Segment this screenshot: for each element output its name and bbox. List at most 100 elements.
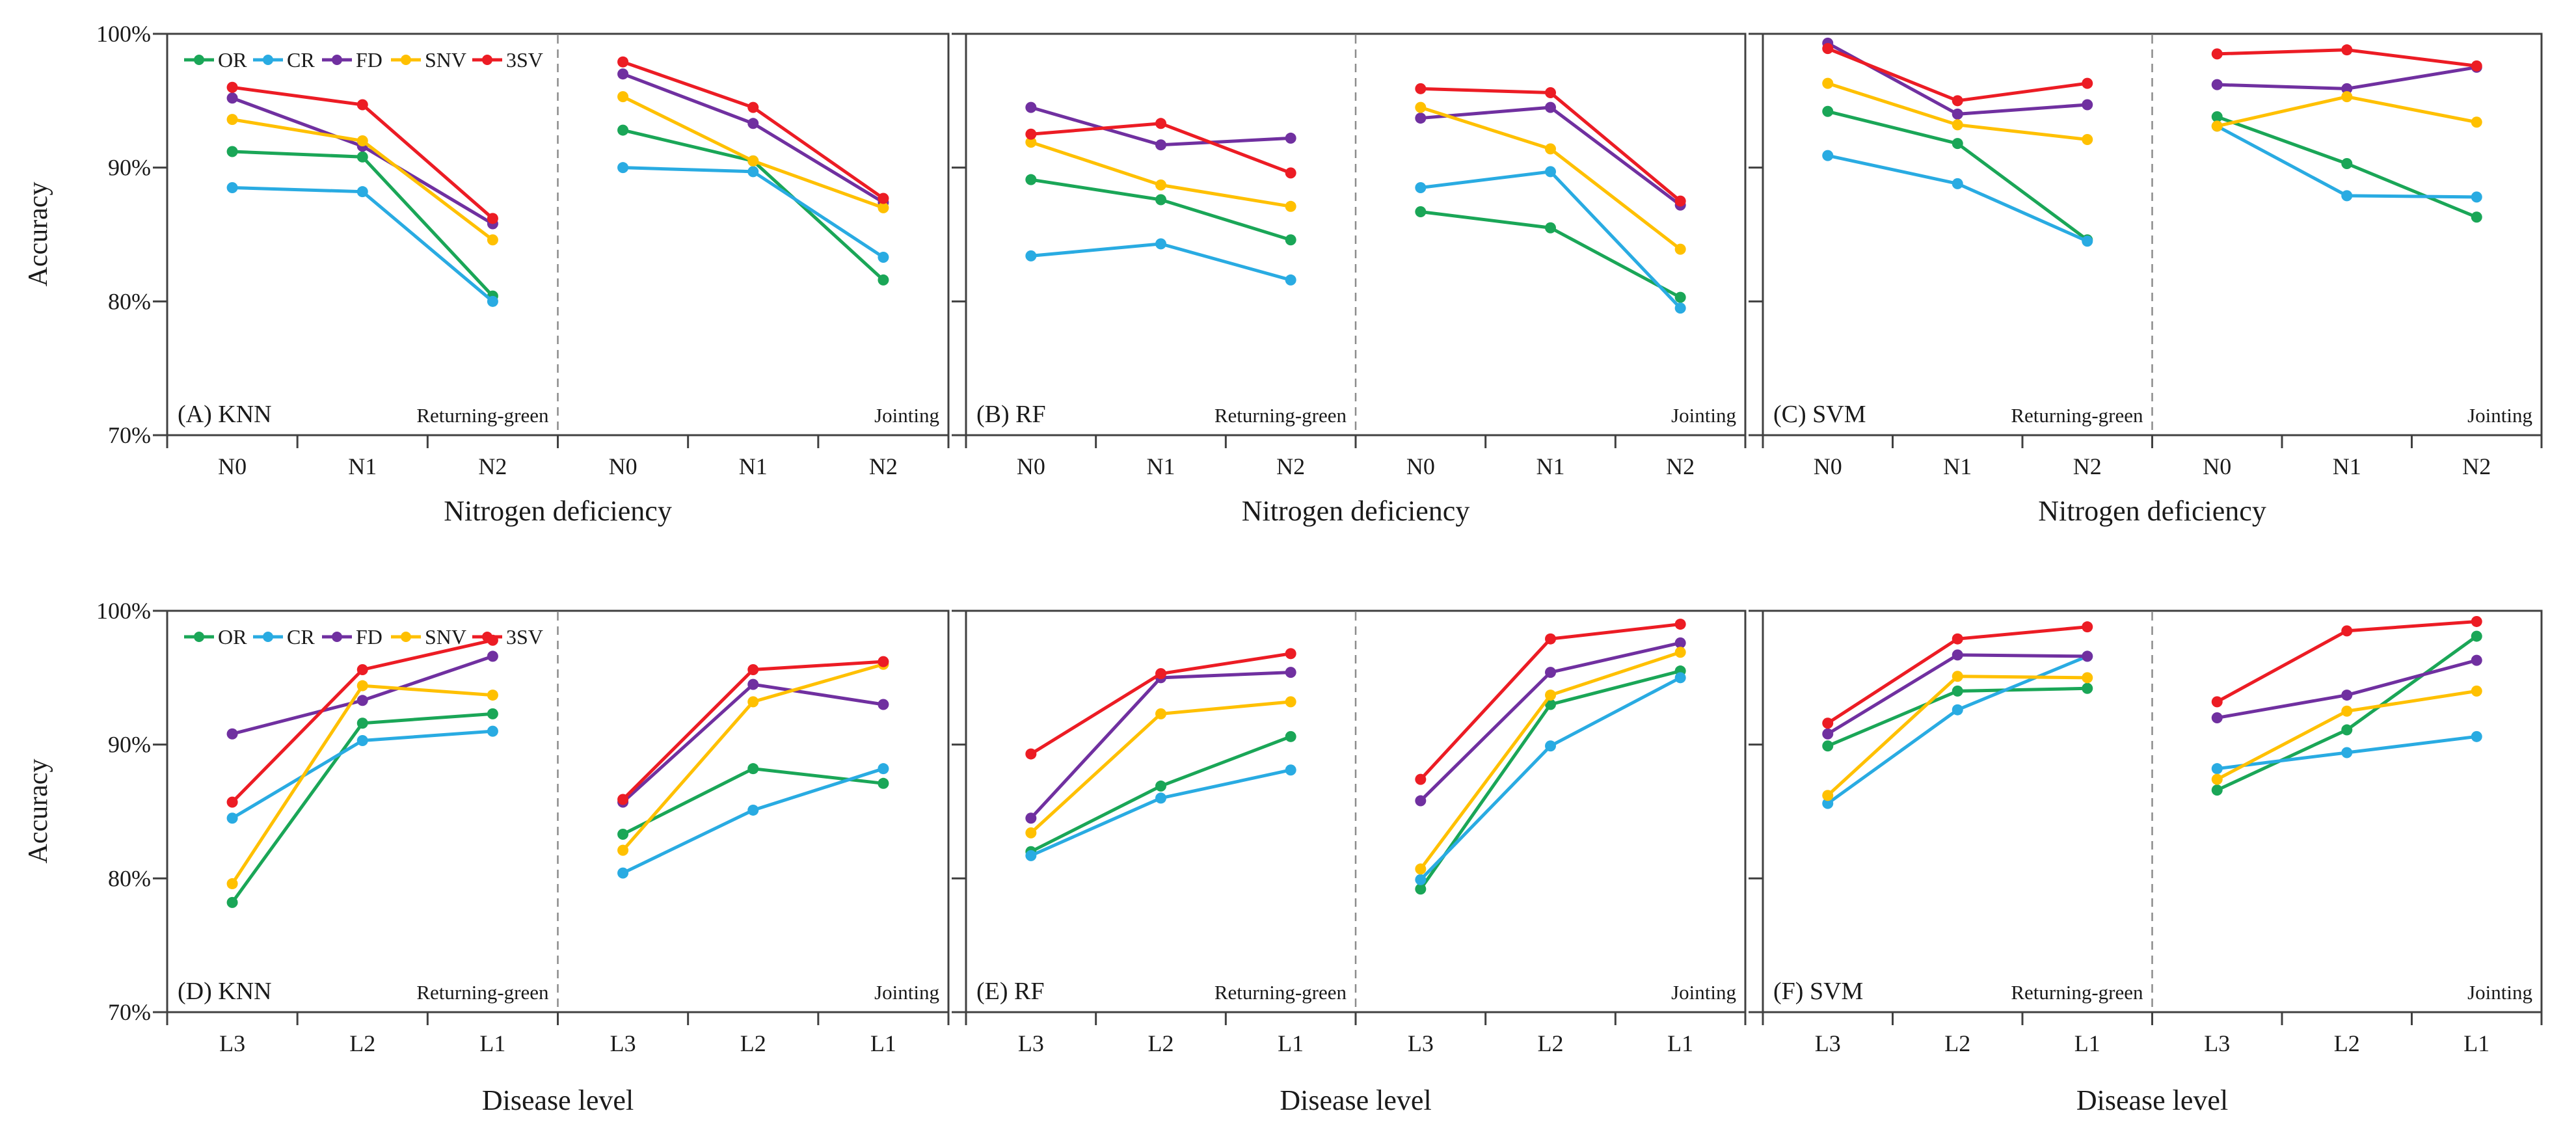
legend-item-FD: FD — [322, 48, 382, 72]
series-line-SNV-Returning-green — [1029, 700, 1293, 835]
x-category-label: N2 — [2462, 453, 2491, 479]
x-category-label: N1 — [1536, 453, 1565, 479]
data-point-FD-L3 — [1822, 728, 1834, 740]
data-point-CR-L1 — [1285, 764, 1296, 776]
x-category-label: N2 — [1276, 453, 1305, 479]
data-point-SNV-N1 — [1952, 119, 1963, 131]
series-line-CR-Jointing — [621, 767, 885, 875]
stage-label: Returning-green — [416, 981, 549, 1004]
data-point-OR-N0 — [617, 124, 629, 136]
data-point-FD-L1 — [878, 699, 889, 710]
data-point-3SV-N2 — [878, 193, 889, 204]
data-point-3SV-N1 — [747, 101, 759, 113]
panel-A: 100% 90% 80% 70% Accuracy N0 N1 N2 N0 N1 N2 (A) KNN… — [23, 21, 950, 527]
data-point-SNV-N0 — [617, 91, 629, 103]
data-point-SNV-N0 — [1025, 137, 1037, 148]
series-line-OR-Jointing — [621, 767, 885, 836]
data-point-3SV-N0 — [2211, 48, 2223, 60]
data-point-OR-L1 — [2082, 682, 2093, 694]
x-category-label: L2 — [2334, 1030, 2360, 1056]
data-point-FD-L2 — [356, 695, 368, 706]
data-point-CR-N0 — [226, 182, 238, 194]
panel-label: (F) SVM — [1773, 978, 1863, 1005]
data-point-FD-L1 — [2471, 654, 2482, 666]
data-point-SNV-N2 — [1674, 243, 1686, 255]
x-category-label: N0 — [1406, 453, 1435, 479]
legend-item-CR: CR — [253, 625, 315, 649]
data-point-SNV-L3 — [2211, 773, 2223, 785]
panel-label: (B) RF — [976, 401, 1046, 428]
data-point-FD-L3 — [1415, 795, 1427, 807]
x-axis-title: Nitrogen deficiency — [1242, 495, 1470, 527]
data-point-CR-N1 — [1155, 238, 1166, 250]
data-point-OR-L3 — [617, 828, 629, 840]
x-category-label: N0 — [2203, 453, 2231, 479]
data-point-OR-N0 — [226, 146, 238, 157]
data-point-3SV-N1 — [2341, 44, 2353, 56]
data-point-3SV-L1 — [2471, 615, 2482, 627]
data-point-CR-L2 — [1155, 792, 1166, 804]
data-point-CR-N1 — [356, 186, 368, 198]
data-point-SNV-N0 — [226, 114, 238, 126]
data-point-3SV-L2 — [1545, 633, 1556, 645]
data-point-CR-N2 — [2082, 235, 2093, 247]
data-point-FD-N0 — [1415, 113, 1427, 124]
data-point-CR-L3 — [2211, 763, 2223, 775]
data-point-CR-L2 — [356, 734, 368, 746]
data-point-CR-L2 — [1545, 740, 1556, 752]
data-point-OR-L1 — [487, 708, 498, 719]
data-point-SNV-L1 — [2471, 685, 2482, 697]
data-point-CR-N1 — [1545, 166, 1556, 178]
x-category-label: N2 — [478, 453, 507, 479]
x-category-label: L3 — [219, 1030, 245, 1056]
x-axis-title: Disease level — [482, 1084, 634, 1116]
data-point-SNV-N2 — [878, 202, 889, 213]
panel-label: (D) KNN — [178, 978, 272, 1005]
legend-label: FD — [356, 625, 382, 649]
legend-label: SNV — [425, 625, 466, 649]
y-tick-label: 70% — [108, 422, 151, 448]
legend: OR CR FD SNV 3SV — [184, 48, 543, 72]
stage-label: Jointing — [1671, 981, 1736, 1004]
data-point-OR-N2 — [1285, 234, 1296, 246]
data-point-CR-N1 — [2341, 190, 2353, 202]
panel-F: L3 L2 L1 L3 L2 L1 (F) SVM Returning-green Jointi… — [1749, 610, 2543, 1116]
data-point-OR-N0 — [1025, 174, 1037, 185]
x-category-label: L2 — [1538, 1030, 1564, 1056]
data-point-FD-N0 — [617, 68, 629, 80]
x-category-label: L2 — [1944, 1030, 1970, 1056]
stage-label: Returning-green — [1214, 981, 1347, 1004]
legend-item-3SV: 3SV — [472, 625, 543, 649]
data-point-SNV-N1 — [747, 155, 759, 167]
legend-item-CR: CR — [253, 48, 315, 72]
panel-label: (C) SVM — [1773, 401, 1866, 428]
data-point-SNV-L2 — [2341, 705, 2353, 717]
y-tick-label: 80% — [108, 288, 151, 314]
stage-label: Jointing — [2467, 981, 2532, 1004]
series-line-CR-Jointing — [1419, 170, 1682, 310]
legend-item-SNV: SNV — [391, 48, 466, 72]
data-point-OR-L3 — [1822, 740, 1834, 752]
data-point-SNV-L2 — [1545, 690, 1556, 701]
stage-label: Returning-green — [2011, 404, 2143, 427]
data-point-OR-N2 — [1674, 291, 1686, 303]
data-point-CR-L3 — [1415, 874, 1427, 885]
data-point-CR-L1 — [487, 725, 498, 737]
data-point-OR-N0 — [1415, 206, 1427, 218]
y-tick-label: 100% — [96, 598, 151, 624]
data-point-CR-L3 — [226, 812, 238, 824]
x-category-label: L1 — [2074, 1030, 2100, 1056]
legend-item-SNV: SNV — [391, 625, 466, 649]
y-tick-label: 100% — [96, 21, 151, 47]
data-point-FD-N0 — [226, 92, 238, 104]
legend-marker-3SV — [482, 632, 492, 642]
y-tick-label: 80% — [108, 865, 151, 891]
series-line-SNV-Jointing — [621, 662, 885, 852]
data-point-3SV-L3 — [226, 796, 238, 808]
data-point-OR-N2 — [878, 274, 889, 286]
panel-label: (A) KNN — [178, 401, 272, 428]
data-point-CR-L3 — [1822, 797, 1834, 809]
stage-label: Returning-green — [1214, 404, 1347, 427]
legend-label: 3SV — [506, 48, 543, 72]
